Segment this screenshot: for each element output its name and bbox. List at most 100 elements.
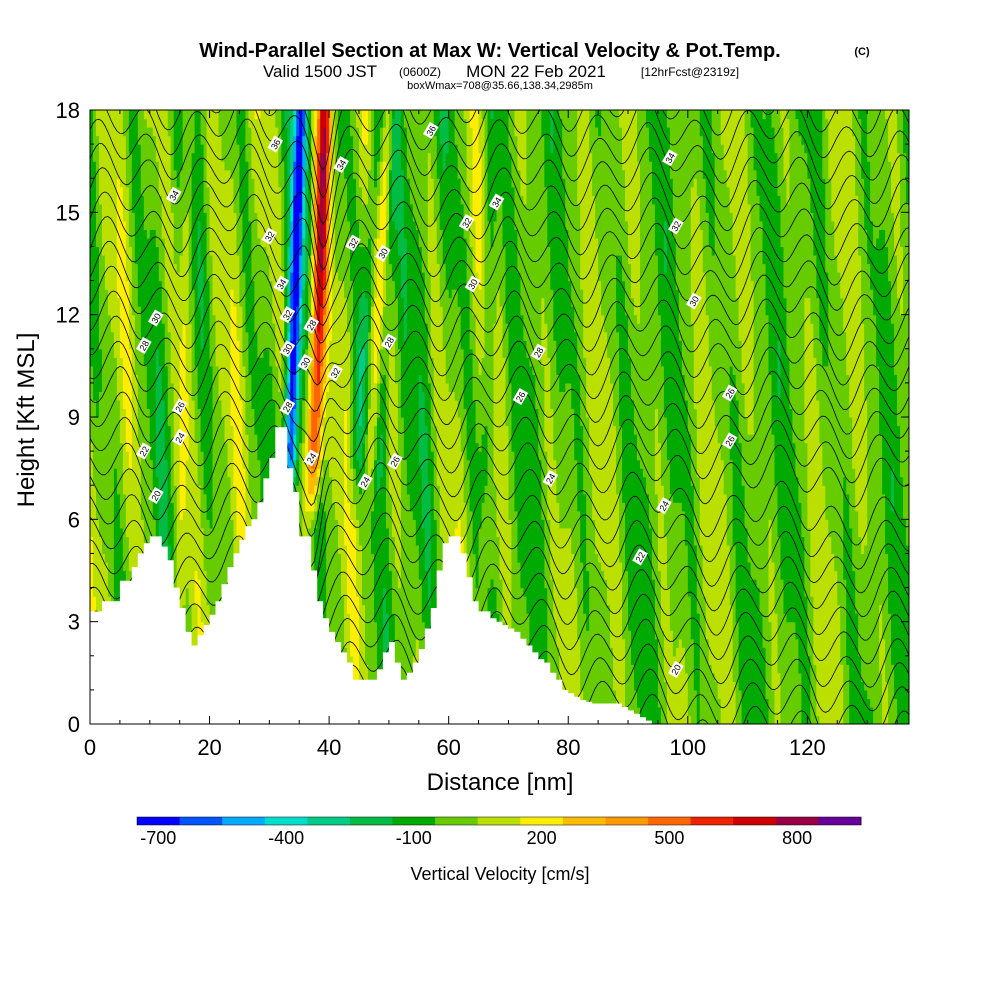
velocity-cell [119,434,124,444]
velocity-cell [155,340,160,350]
velocity-cell [158,144,163,154]
velocity-cell [110,212,115,222]
velocity-cell [101,246,106,256]
velocity-cell [131,451,136,461]
velocity-cell [90,280,94,290]
velocity-cell [125,399,130,410]
velocity-cell [158,417,163,427]
velocity-cell [122,135,127,145]
velocity-cell [146,408,151,418]
velocity-cell [131,314,136,324]
velocity-cell [113,237,118,248]
velocity-cell [101,527,106,537]
velocity-cell [164,272,169,282]
velocity-cell [98,493,103,503]
velocity-cell [104,280,109,290]
velocity-cell [113,229,118,239]
velocity-cell [155,272,160,282]
velocity-cell [125,442,130,452]
velocity-cell [161,476,166,486]
velocity-cell [134,152,139,162]
velocity-cell [95,468,100,478]
velocity-cell [92,306,97,316]
velocity-cell [113,596,118,606]
velocity-cell [125,544,130,555]
velocity-cell [155,357,160,367]
velocity-cell [116,161,121,171]
velocity-cell [122,314,127,324]
velocity-cell [107,254,112,265]
velocity-cell [152,144,157,154]
velocity-cell [110,314,115,324]
velocity-cell [152,237,157,248]
velocity-cell [158,186,163,196]
velocity-cell [107,485,112,495]
velocity-cell [92,348,97,358]
velocity-cell [164,331,169,341]
velocity-cell [98,297,103,307]
velocity-cell [125,110,130,120]
velocity-cell [131,527,136,537]
velocity-cell [149,459,154,469]
velocity-cell [98,502,103,512]
velocity-cell [140,144,145,154]
velocity-cell [101,399,106,410]
velocity-cell [107,459,112,469]
velocity-cell [140,365,145,375]
velocity-cell [101,323,106,333]
velocity-cell [155,476,160,486]
velocity-cell [122,110,127,120]
velocity-cell [92,382,97,393]
velocity-cell [134,434,139,444]
velocity-cell [122,434,127,444]
velocity-cell [155,297,160,307]
velocity-cell [143,493,148,503]
velocity-cell [134,237,139,248]
velocity-cell [92,434,97,444]
velocity-cell [113,476,118,486]
velocity-cell [98,476,103,486]
velocity-cell [137,127,142,137]
velocity-cell [137,536,142,546]
velocity-cell [107,212,112,222]
velocity-cell [137,323,142,333]
velocity-cell [149,110,154,120]
velocity-cell [140,519,145,529]
velocity-cell [122,459,127,469]
velocity-cell [134,485,139,495]
velocity-cell [137,110,142,120]
velocity-cell [158,297,163,307]
velocity-cell [119,289,124,299]
velocity-cell [152,357,157,367]
velocity-cell [98,229,103,239]
velocity-cell [113,510,118,520]
velocity-cell [146,254,151,265]
velocity-cell [128,212,133,222]
velocity-cell [110,476,115,486]
velocity-cell [134,254,139,265]
velocity-cell [101,220,106,230]
velocity-cell [113,553,118,563]
velocity-cell [90,127,94,137]
velocity-cell [122,382,127,393]
velocity-cell [128,561,133,572]
velocity-cell [119,399,124,410]
velocity-cell [116,417,121,427]
velocity-cell [113,220,118,230]
velocity-cell [95,323,100,333]
velocity-cell [122,570,127,580]
velocity-cell [146,169,151,179]
velocity-cell [104,272,109,282]
velocity-cell [95,374,100,384]
velocity-cell [131,374,136,384]
velocity-cell [107,340,112,350]
velocity-cell [122,289,127,299]
velocity-cell [122,127,127,137]
velocity-cell [146,425,151,435]
velocity-cell [134,382,139,393]
velocity-cell [92,476,97,486]
velocity-cell [161,365,166,375]
velocity-cell [128,544,133,555]
velocity-cell [104,340,109,350]
velocity-cell [98,152,103,162]
